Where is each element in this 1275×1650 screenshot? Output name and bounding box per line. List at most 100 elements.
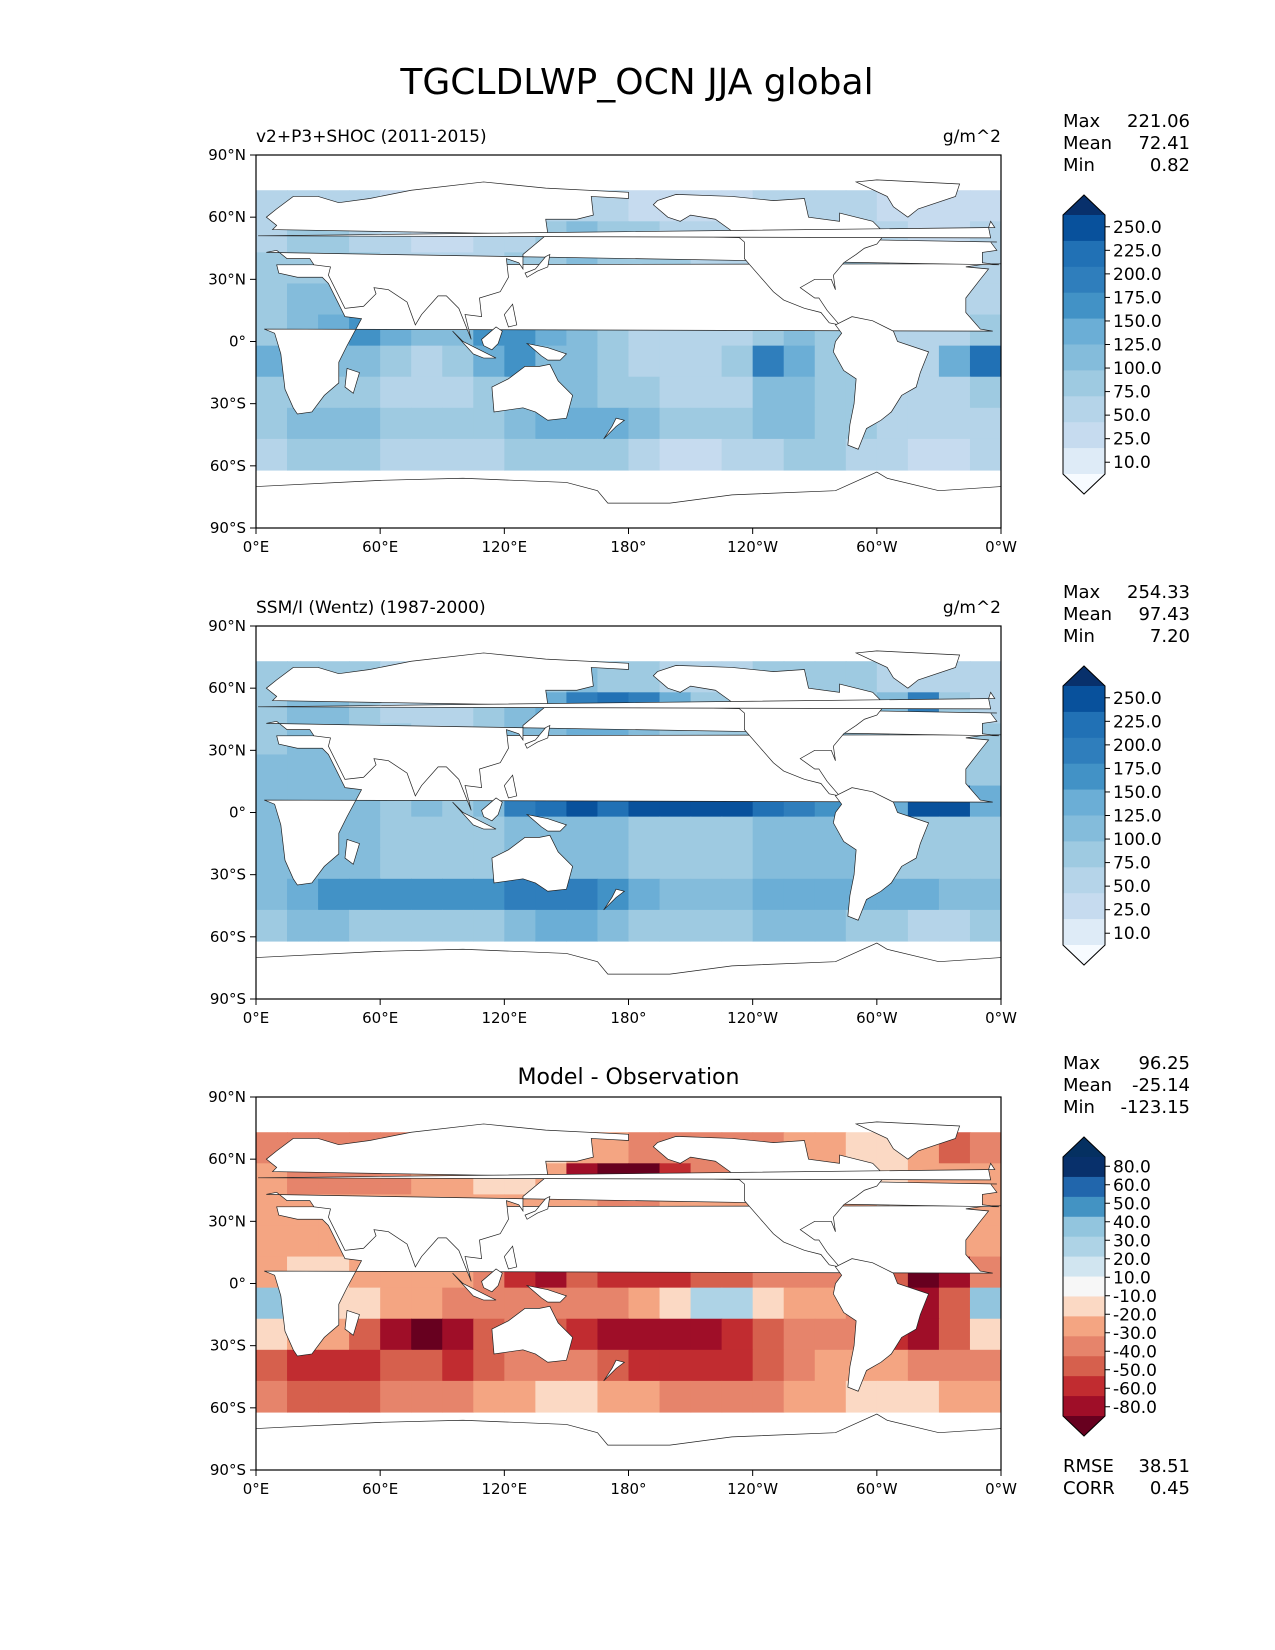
field-cell [256,878,288,911]
y-tick-label: 90°S [210,519,246,537]
colorbar-tick-label: 75.0 [1113,854,1151,874]
colorbar-segment [1063,1157,1105,1178]
y-tick-label: 60°S [210,1399,246,1417]
field-cell [597,847,630,880]
colorbar-segment [1063,1256,1105,1278]
field-cell [411,1349,443,1382]
stat-label-min: Min [1063,155,1095,176]
field-cell [938,345,971,378]
island-outline [258,1162,996,1181]
field-cell [783,1287,816,1320]
field-cell [566,1380,599,1413]
field-cell [938,1380,971,1413]
field-cell [721,345,754,378]
colorbar-outline [1062,1136,1106,1437]
field-cell [938,1318,971,1351]
colorbar-tick-label: 125.0 [1113,807,1162,827]
field-cell [907,878,940,911]
colorbar-tick-label: 100.0 [1113,359,1162,379]
field-cell [752,438,785,471]
continent-outline [854,179,961,218]
field-cell [380,878,412,911]
colorbar: 250.0 225.0 200.0 175.0 150.0 125.0 100.0 75.0 5… [1062,194,1162,495]
y-tick-label: 90°N [208,1088,246,1106]
field-cell [938,1287,971,1320]
field-cell [690,878,723,911]
field-cell [380,909,412,942]
y-tick-label: 30°S [210,1337,246,1355]
colorbar-segment [1063,919,1105,946]
colorbar-tick-label: 60.0 [1113,1176,1151,1196]
field-cell [907,438,940,471]
field-cell [721,407,754,440]
continent-outline [256,942,1001,999]
colorbar-tick-label: 30.0 [1113,1231,1151,1251]
field-cell [318,909,350,942]
field-cell [349,909,381,942]
field-cell [752,847,785,880]
field-cell [473,438,505,471]
island-outline [603,888,626,911]
colorbar-segment [1063,1316,1105,1337]
field-cell [876,438,909,471]
x-tick-label: 120°W [727,1480,778,1498]
colorbar-tick-label: 175.0 [1113,759,1162,779]
colorbar-extend-max [1063,195,1105,215]
colorbar-segment [1063,1276,1105,1297]
colorbar-segment [1063,240,1105,268]
field-cell [628,1287,661,1320]
field-cell [783,1349,816,1382]
field-cell [628,1318,661,1351]
continent-outline [652,665,886,797]
field-cell [876,1380,909,1413]
field-cell [597,376,630,409]
continent-outline [265,181,999,340]
field-cell [814,438,847,471]
island-outline [525,813,568,832]
field-cell [597,1380,630,1413]
x-tick-label: 0°E [243,1480,270,1498]
field-cell [690,345,723,378]
continent-outline [491,1305,574,1363]
field-cell [566,1287,599,1320]
field-cell [380,407,412,440]
field-cell [721,376,754,409]
colorbar-segment [1063,1176,1105,1198]
y-tick-label: 60°S [210,928,246,946]
field-cell [752,345,785,378]
field-cell [504,438,536,471]
panel-title: SSM/I (Wentz) (1987-2000) [256,598,486,618]
colorbar-tick-label: 150.0 [1113,312,1162,332]
field-grid [256,155,1001,528]
field-cell [814,847,847,880]
x-tick-label: 180° [610,1009,646,1027]
field-cell [628,816,661,849]
field-cell [442,1380,474,1413]
y-tick-label: 90°N [208,617,246,635]
stat-value-mean: -25.14 [1132,1075,1190,1096]
field-cell [690,847,723,880]
y-tick-label: 30°N [208,270,246,288]
field-cell [969,1225,1001,1258]
colorbar-segment [1063,1236,1105,1258]
field-cell [380,816,412,849]
field-cell [721,909,754,942]
field-cell [969,376,1001,409]
colorbar-segment [1063,1396,1105,1417]
x-tick-label: 0°E [243,1009,270,1027]
colorbar-tick-label: 50.0 [1113,1194,1151,1214]
field-cell [907,1380,940,1413]
field-cell [256,1349,288,1382]
x-tick-label: 120°E [482,538,528,556]
field-cell [721,1349,754,1382]
field-cell [783,878,816,911]
field-cell [442,345,474,378]
panel-title: v2+P3+SHOC (2011-2015) [256,127,487,147]
y-tick-label: 60°S [210,457,246,475]
field-cell [938,438,971,471]
field-cell [969,847,1001,880]
field-cell [659,816,692,849]
metric-label-rmse: RMSE [1063,1456,1114,1477]
colorbar-extend-min [1063,474,1105,494]
stat-label-mean: Mean [1063,1075,1112,1096]
